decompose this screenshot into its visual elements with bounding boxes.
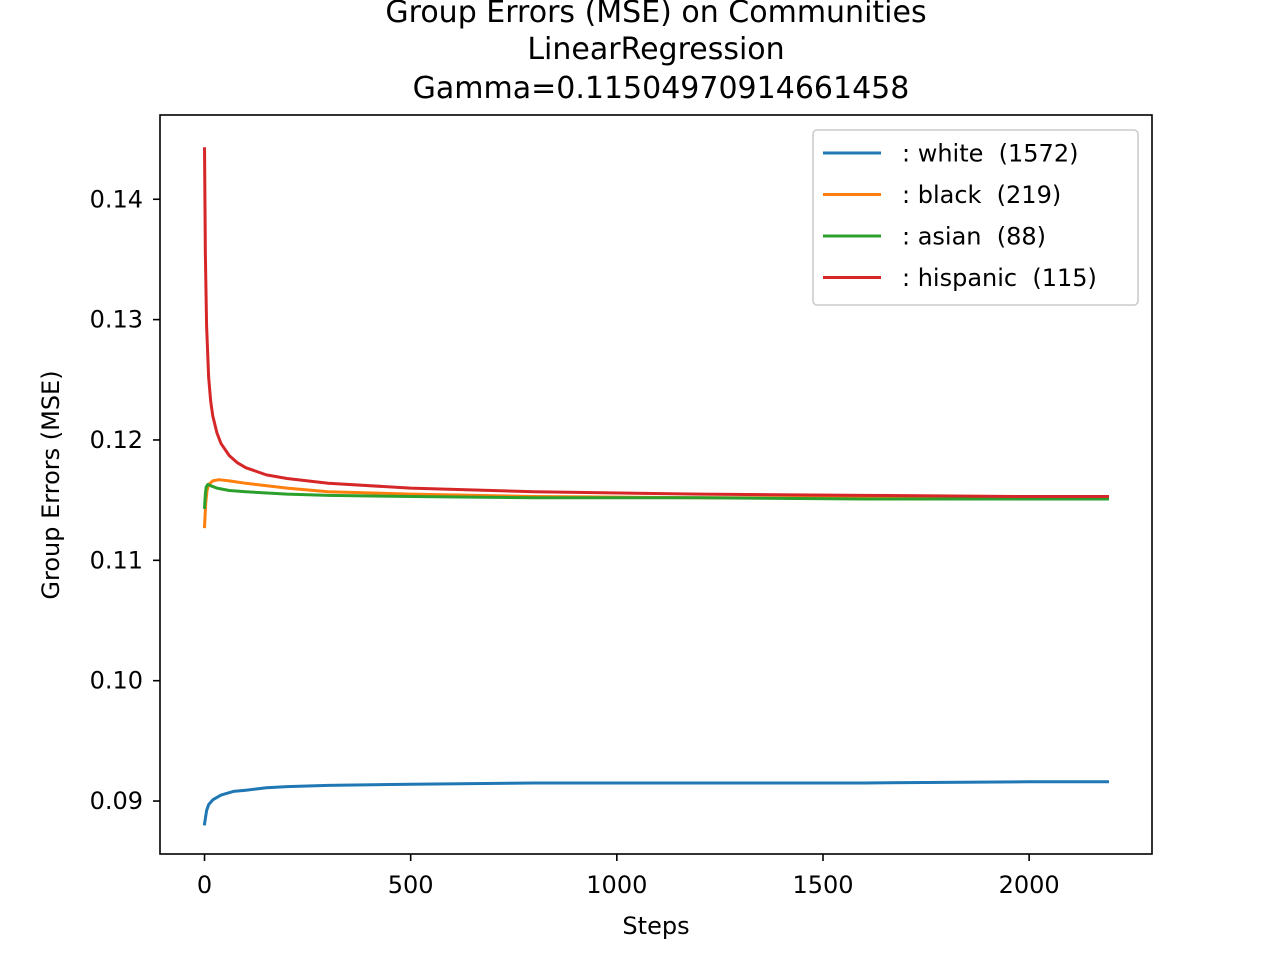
y-axis: 0.09 0.10 0.11 0.12 0.13 0.14 [90, 185, 160, 815]
x-tick-label: 1500 [792, 871, 853, 899]
x-tick-label: 2000 [999, 871, 1060, 899]
legend-label: : hispanic (115) [902, 264, 1097, 292]
chart-title-line-1: Group Errors (MSE) on Communities [385, 0, 926, 30]
series-line-2 [202, 483, 1109, 509]
x-tick-label: 500 [388, 871, 434, 899]
plot-frame [159, 114, 1153, 855]
plot-area [159, 114, 1153, 855]
x-tick-label: 0 [197, 871, 212, 899]
legend: : white (1572) : black (219) : asian (88):… [812, 129, 1139, 306]
legend-box [812, 129, 1139, 306]
legend-label: : black (219) [902, 181, 1061, 209]
y-tick-label: 0.12 [90, 426, 143, 454]
x-axis-label: Steps [622, 912, 689, 940]
series-group [202, 147, 1109, 826]
y-axis-label: Group Errors (MSE) [37, 370, 65, 599]
legend-label: : asian (88) [902, 223, 1046, 251]
x-tick-label: 1000 [586, 871, 647, 899]
legend-label: : white (1572) [902, 140, 1078, 168]
y-tick-label: 0.09 [90, 787, 143, 815]
x-axis: 0 500 1000 1500 2000 [197, 854, 1060, 899]
chart-title-line-2: LinearRegression [527, 32, 784, 67]
y-tick-label: 0.11 [90, 546, 143, 574]
series-line-3 [203, 147, 1109, 499]
y-tick-label: 0.14 [90, 185, 143, 213]
y-tick-label: 0.13 [90, 306, 143, 334]
y-tick-label: 0.10 [90, 667, 143, 695]
chart-title-line-3: Gamma=0.11504970914661458 [413, 71, 910, 106]
series-line-0 [202, 780, 1109, 826]
